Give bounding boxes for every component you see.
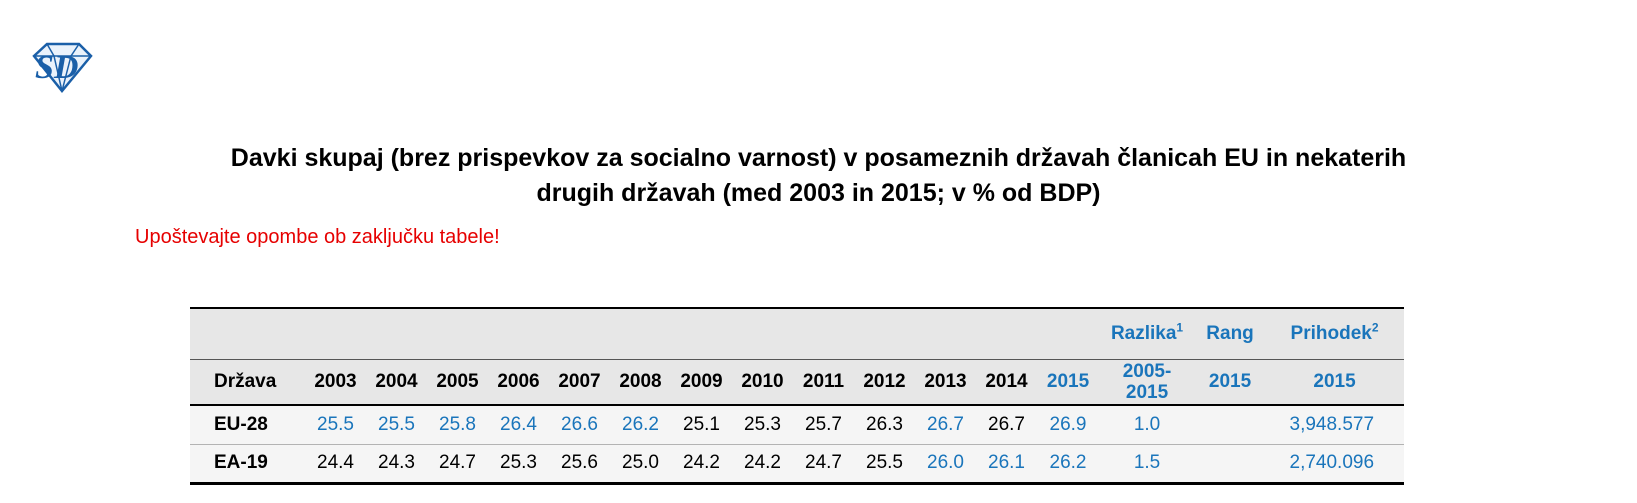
revenue-cell: 2,740.096: [1265, 444, 1405, 485]
year-value-cell: 26.6: [549, 405, 610, 445]
group-header-empty-cell: [190, 307, 1100, 360]
year-column-header: 2004: [366, 359, 427, 407]
year-value-cell: 26.7: [976, 405, 1037, 445]
year-value-cell: 25.7: [793, 405, 854, 445]
year-column-header: 2005: [427, 359, 488, 407]
year-value-cell: 25.5: [854, 444, 915, 485]
year-column-header: 2003: [305, 359, 366, 407]
table-row: EA-19 24.4 24.3 24.7 25.3 25.6 25.0 24.2 24.2 24.…: [190, 444, 1405, 485]
year-column-header: 2012: [854, 359, 915, 407]
year-value-cell: 25.0: [610, 444, 671, 485]
svg-text:SD: SD: [35, 49, 78, 86]
year-column-header: 2010: [732, 359, 793, 407]
year-value-cell: 26.4: [488, 405, 549, 445]
table-group-header-row: Razlika1 Rang Prihodek2: [190, 307, 1405, 360]
page-title-line2: drugih državah (med 2003 in 2015; v % od…: [536, 179, 1101, 207]
table-body: EU-28 25.5 25.5 25.8 26.4 26.6 26.2 25.1 25.3 25.…: [190, 405, 1405, 485]
year-column-header: 2005- 2015: [1099, 359, 1196, 407]
rank-cell: [1195, 405, 1266, 445]
year-value-cell: 24.2: [732, 444, 793, 485]
year-value-cell: 24.7: [793, 444, 854, 485]
year-column-header: 2015: [1265, 359, 1405, 407]
country-cell: EA-19: [190, 444, 305, 485]
year-column-header: 2013: [915, 359, 976, 407]
year-value-cell: 24.2: [671, 444, 732, 485]
year-value-cell: 26.2: [1037, 444, 1100, 485]
country-column-header: Država: [190, 359, 305, 407]
notes-warning-text: Upoštevajte opombe ob zaključku tabele!: [135, 226, 500, 248]
footnote-superscript: 2: [1371, 320, 1379, 335]
year-column-header: 2015: [1037, 359, 1100, 407]
year-value-cell: 25.5: [305, 405, 366, 445]
year-column-header: 2015: [1195, 359, 1266, 407]
year-value-cell: 26.0: [915, 444, 976, 485]
page-title-line1: Davki skupaj (brez prispevkov za socialn…: [230, 144, 1407, 172]
year-value-cell: 25.8: [427, 405, 488, 445]
table-column-header-row: Država 2003 2004 2005 2006 2007 2008 2009 2010 20…: [190, 359, 1405, 407]
year-value-cell: 25.5: [366, 405, 427, 445]
footnote-superscript: 1: [1176, 320, 1184, 335]
year-value-cell: 24.4: [305, 444, 366, 485]
difference-cell: 1.0: [1099, 405, 1196, 445]
tax-data-table: Razlika1 Rang Prihodek2 Država 2003 2004 2005 2…: [190, 307, 1405, 485]
year-value-cell: 26.3: [854, 405, 915, 445]
year-value-cell: 26.2: [610, 405, 671, 445]
year-value-cell: 25.1: [671, 405, 732, 445]
sd-diamond-logo: SD: [22, 40, 94, 94]
group-header-cell: Rang: [1195, 307, 1266, 360]
year-value-cell: 24.7: [427, 444, 488, 485]
group-header-cell: Prihodek2: [1265, 307, 1405, 360]
year-value-cell: 26.7: [915, 405, 976, 445]
year-column-header: 2009: [671, 359, 732, 407]
revenue-cell: 3,948.577: [1265, 405, 1405, 445]
diamond-logo-graphic: SD: [32, 42, 93, 93]
year-value-cell: 26.1: [976, 444, 1037, 485]
year-value-cell: 26.9: [1037, 405, 1100, 445]
year-column-header: 2008: [610, 359, 671, 407]
table-row: EU-28 25.5 25.5 25.8 26.4 26.6 26.2 25.1 25.3 25.…: [190, 405, 1405, 445]
rank-cell: [1195, 444, 1266, 485]
year-value-cell: 24.3: [366, 444, 427, 485]
year-column-header: 2011: [793, 359, 854, 407]
year-value-cell: 25.6: [549, 444, 610, 485]
country-cell: EU-28: [190, 405, 305, 445]
year-value-cell: 25.3: [488, 444, 549, 485]
table-header: Razlika1 Rang Prihodek2 Država 2003 2004 2005 2…: [190, 307, 1405, 407]
year-column-header: 2014: [976, 359, 1037, 407]
year-column-header: 2007: [549, 359, 610, 407]
group-header-cell: Razlika1: [1099, 307, 1196, 360]
difference-cell: 1.5: [1099, 444, 1196, 485]
year-column-header: 2006: [488, 359, 549, 407]
year-value-cell: 25.3: [732, 405, 793, 445]
page-title: Davki skupaj (brez prispevkov za socialn…: [0, 141, 1637, 211]
